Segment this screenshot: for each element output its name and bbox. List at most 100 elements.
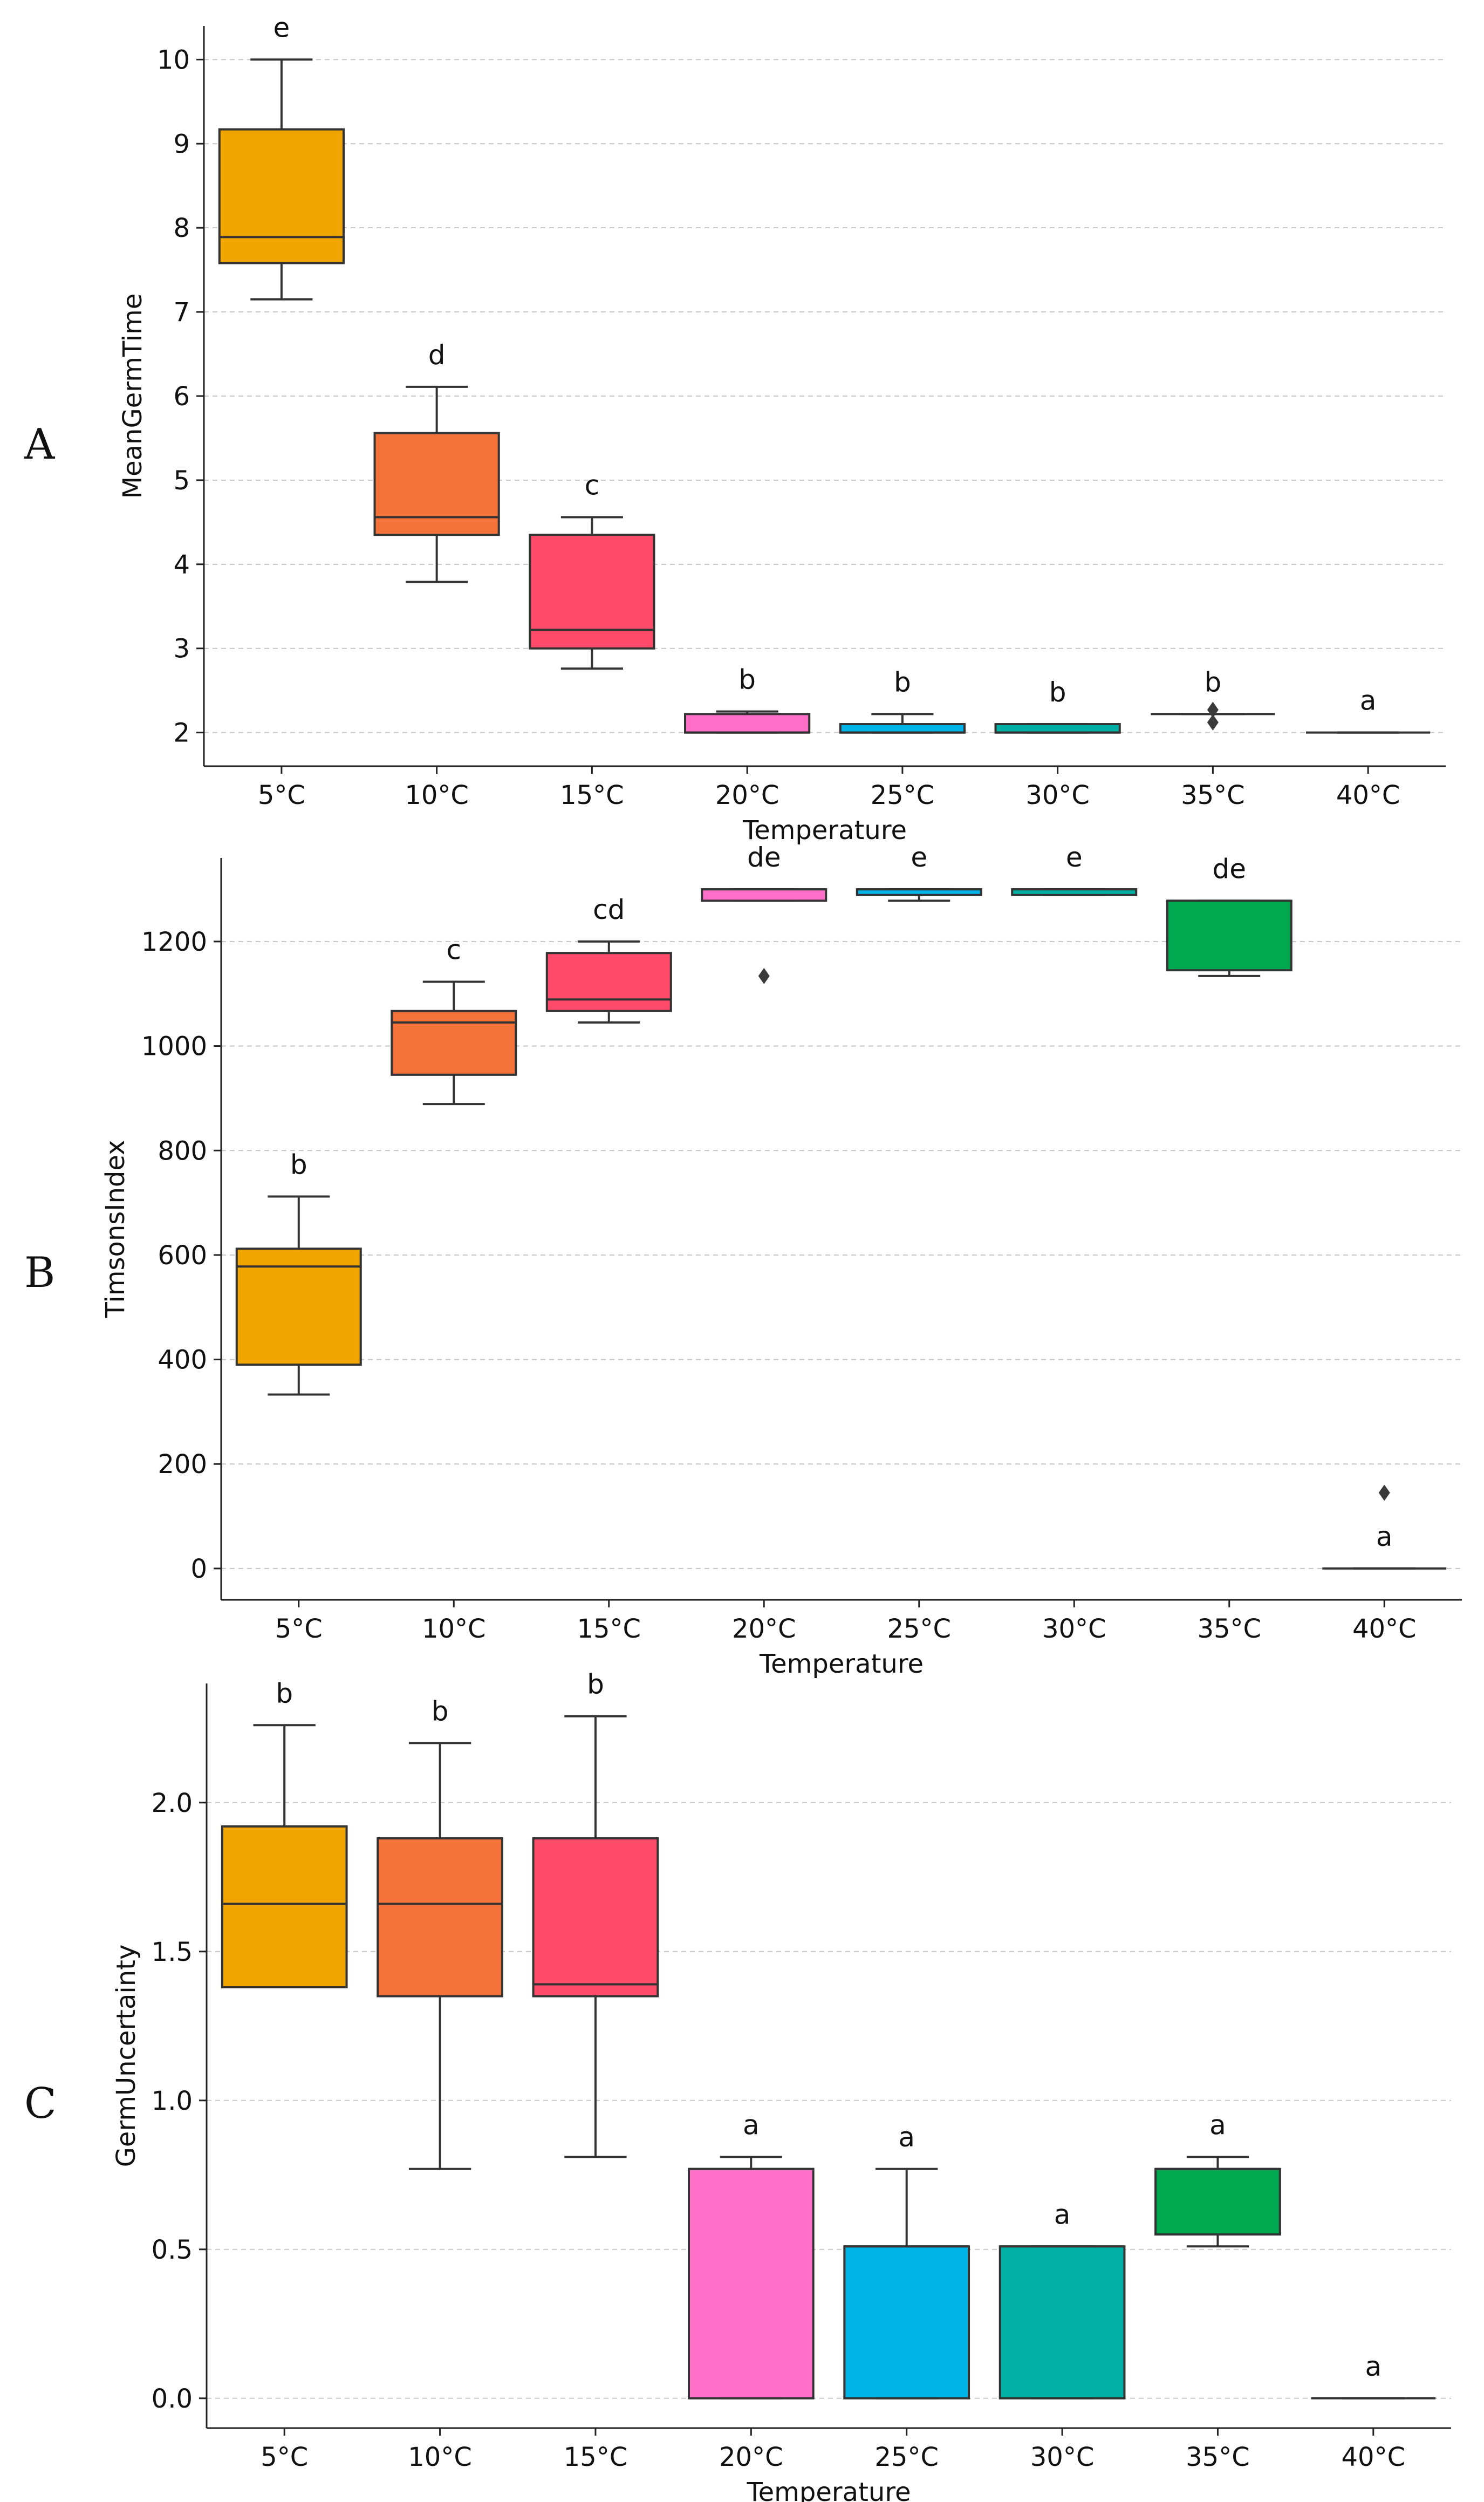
y-tick-label: 10 — [157, 45, 190, 75]
panel-label: C — [24, 2080, 57, 2128]
significance-letter: e — [273, 12, 290, 43]
x-tick-label: 15°C — [577, 1614, 641, 1644]
x-tick-label: 20°C — [715, 780, 779, 810]
significance-letter: a — [1209, 2110, 1226, 2141]
significance-letter: a — [1365, 2351, 1382, 2382]
significance-letter: b — [1049, 677, 1066, 708]
y-tick-label: 9 — [173, 129, 190, 159]
significance-letter: de — [747, 842, 781, 873]
significance-letter: b — [290, 1149, 307, 1180]
y-tick-label: 1000 — [141, 1032, 207, 1062]
box-40c: a — [1311, 2351, 1436, 2399]
x-tick-label: 30°C — [1030, 2442, 1095, 2472]
box-10c: d — [373, 339, 500, 583]
box-body — [843, 2245, 970, 2399]
x-tick-label: 25°C — [871, 780, 935, 810]
box-body — [545, 952, 672, 1012]
x-tick-label: 40°C — [1342, 2442, 1406, 2472]
box-body — [218, 128, 345, 264]
x-tick-label: 5°C — [261, 2442, 308, 2472]
y-tick-label: 800 — [158, 1136, 207, 1166]
x-tick-label: 40°C — [1352, 1614, 1417, 1644]
outlier-point — [1378, 1484, 1390, 1501]
y-tick-label: 1.5 — [152, 1937, 193, 1967]
box-20c: b — [684, 664, 811, 734]
box-body — [235, 1247, 362, 1366]
box-25c: b — [839, 666, 966, 734]
y-tick-label: 600 — [158, 1240, 207, 1271]
box-body — [221, 1825, 348, 1989]
y-tick-label: 1200 — [141, 927, 207, 957]
significance-letter: e — [1066, 842, 1083, 873]
significance-letter: b — [1205, 666, 1222, 698]
box-25c: e — [856, 842, 982, 902]
significance-letter: a — [743, 2110, 760, 2141]
box-10c: b — [377, 1695, 503, 2170]
y-axis-title: MeanGermTime — [118, 294, 148, 499]
y-tick-label: 1.0 — [152, 2086, 193, 2116]
significance-letter: b — [738, 664, 756, 696]
significance-letter: e — [911, 842, 927, 873]
y-tick-label: 400 — [158, 1345, 207, 1375]
y-axis-title: GermUncertainty — [111, 1945, 141, 2167]
x-tick-label: 30°C — [1025, 780, 1090, 810]
box-30c: b — [994, 677, 1121, 734]
box-body — [1166, 899, 1292, 972]
x-tick-label: 35°C — [1181, 780, 1245, 810]
significance-letter: a — [1376, 1521, 1393, 1552]
x-axis-title: Temperature — [759, 1649, 924, 1679]
x-tick-label: 15°C — [560, 780, 624, 810]
box-25c: a — [843, 2122, 970, 2399]
box-body — [839, 723, 966, 734]
y-tick-label: 8 — [173, 213, 190, 243]
outlier-point — [1207, 714, 1219, 731]
panel-label: A — [24, 420, 56, 469]
box-body — [687, 2167, 815, 2399]
y-tick-label: 6 — [173, 381, 190, 412]
y-tick-label: 4 — [173, 550, 190, 580]
y-tick-label: 3 — [173, 634, 190, 664]
box-15c: cd — [545, 894, 672, 1024]
y-tick-label: 7 — [173, 297, 190, 328]
significance-letter: b — [432, 1695, 449, 1727]
box-body — [391, 1010, 517, 1076]
box-body — [373, 432, 500, 536]
x-tick-label: 40°C — [1336, 780, 1400, 810]
significance-letter: a — [1360, 685, 1377, 717]
box-15c: c — [529, 470, 655, 670]
significance-letter: b — [276, 1678, 293, 1709]
x-tick-label: 25°C — [874, 2442, 939, 2472]
significance-letter: b — [587, 1669, 604, 1700]
panel-c: 0.0 0.5 1.0 1.5 2.0 5°C 10°C 15°C 20°C 25°C 30°C 35… — [24, 1669, 1451, 2502]
significance-letter: a — [898, 2122, 915, 2153]
y-tick-label: 200 — [158, 1449, 207, 1480]
significance-letter: c — [585, 470, 600, 501]
box-35c: a — [1154, 2110, 1281, 2248]
box-40c: a — [1322, 1484, 1447, 1570]
box-body — [684, 713, 811, 734]
x-axis-title: Temperature — [742, 815, 907, 846]
x-tick-label: 5°C — [258, 780, 305, 810]
box-body — [999, 2245, 1126, 2399]
x-tick-label: 35°C — [1186, 2442, 1250, 2472]
panel-a: 2 3 4 5 6 7 8 9 10 5°C 10°C 15°C 20°C 25°C 30°C 35°C 40°… — [24, 12, 1446, 846]
outlier-point — [758, 967, 770, 984]
significance-letter: cd — [593, 894, 625, 925]
panel-b: 0 200 400 600 800 1000 1200 5°C 10°C 15°C 20°C 25°C… — [24, 842, 1462, 1679]
box-35c: b — [1151, 666, 1275, 731]
box-body — [532, 1837, 659, 1997]
x-tick-label: 30°C — [1042, 1614, 1106, 1644]
box-body — [994, 723, 1121, 734]
x-tick-label: 20°C — [719, 2442, 783, 2472]
box-5c: b — [235, 1149, 362, 1396]
x-tick-label: 25°C — [887, 1614, 951, 1644]
significance-letter: c — [447, 934, 462, 965]
significance-letter: a — [1054, 2199, 1071, 2230]
significance-letter: b — [894, 666, 911, 698]
box-40c: a — [1306, 685, 1431, 734]
box-30c: a — [999, 2199, 1126, 2399]
outlier-point — [1207, 701, 1219, 718]
box-5c: e — [218, 12, 345, 301]
y-tick-label: 0.0 — [152, 2384, 193, 2414]
